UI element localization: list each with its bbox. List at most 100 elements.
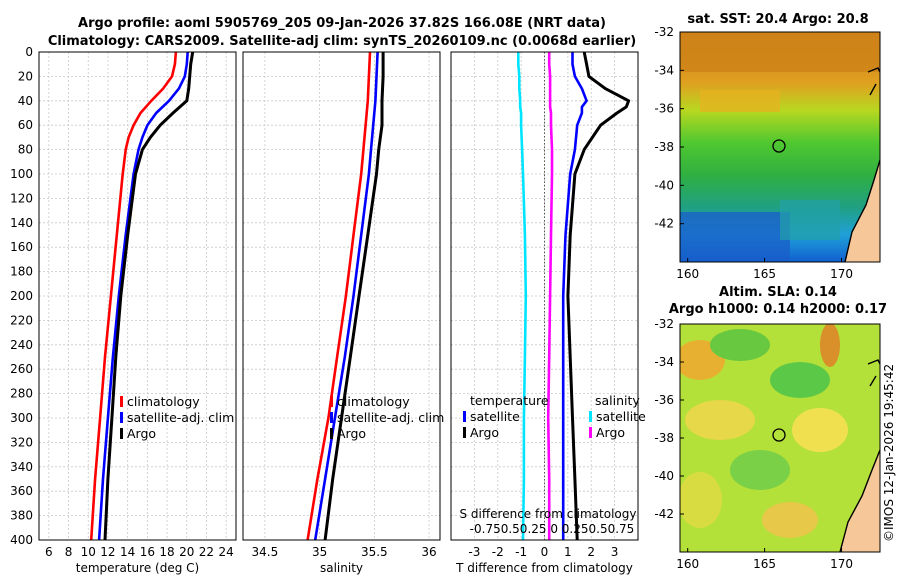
legend-swatch <box>330 428 333 439</box>
map-y-tick-label: -38 <box>654 140 674 154</box>
sst-map: sat. SST: 20.4 Argo: 20.8 160 165 170 -32 -3… <box>654 12 881 281</box>
legend-label: satellite <box>596 409 646 424</box>
sla-blob <box>730 450 790 490</box>
panel-frame <box>242 51 441 541</box>
x-tick-label: 0 <box>541 545 549 559</box>
legend-swatch <box>120 396 123 407</box>
map-y-tick-label: -32 <box>654 317 674 331</box>
map-x-tick-label: 165 <box>753 267 776 281</box>
legend-title-temperature: temperature <box>470 393 549 408</box>
y-tick-label: 140 <box>10 216 33 230</box>
map-y-tick-label: -36 <box>654 102 674 116</box>
sla-map-title: Altim. SLA: 0.14 <box>719 285 837 300</box>
map-y-tick-label: -40 <box>654 469 674 483</box>
sla-blob <box>685 400 755 440</box>
map-y-tick-label: -34 <box>654 355 674 369</box>
legend-swatch <box>463 411 466 422</box>
series-line-argo <box>323 52 385 541</box>
legend-label: satellite-adj. clim <box>127 410 234 425</box>
sla-map-subtitle: Argo h1000: 0.14 h2000: 0.17 <box>669 302 887 317</box>
title-line-1: Argo profile: aoml 5905769_205 09-Jan-20… <box>78 16 606 31</box>
y-tick-label: 340 <box>10 460 33 474</box>
series-line-argo <box>103 51 195 541</box>
y-tick-label: 20 <box>18 69 33 83</box>
secondary-axis-label: S difference from climatology <box>460 507 637 521</box>
map-y-tick-label: -40 <box>654 178 674 192</box>
series-line-climatology <box>306 51 372 541</box>
y-tick-label: 160 <box>10 240 33 254</box>
legend-swatch <box>330 412 333 423</box>
x-tick-label: -2 <box>492 545 504 559</box>
panel-frame <box>450 51 639 541</box>
y-tick-label: 360 <box>10 484 33 498</box>
series-line-temperature-argo <box>566 51 631 541</box>
y-tick-label: 200 <box>10 289 33 303</box>
series-line-salinity-argo <box>546 52 554 540</box>
y-tick-label: 40 <box>18 94 33 108</box>
x-tick-label: 34.5 <box>252 545 279 559</box>
map-x-tick-label: 160 <box>676 557 699 571</box>
y-tick-label: 120 <box>10 191 33 205</box>
series-line-salinity-satellite <box>516 52 528 541</box>
legend-swatch <box>330 396 333 407</box>
y-tick-label: 100 <box>10 167 33 181</box>
legend-label: satellite <box>470 409 520 424</box>
map-x-tick-label: 165 <box>753 557 776 571</box>
sla-argo-marker <box>772 428 786 442</box>
x-tick-label: 16 <box>140 545 155 559</box>
sst-land <box>845 160 880 262</box>
legend-label: satellite-adj. clim <box>337 410 444 425</box>
salinity-panel: 34.5 35 35.5 36 salinity climatologysatellite… <box>242 51 444 575</box>
legend-label: Argo <box>596 425 625 440</box>
y-tick-label: 380 <box>10 509 33 523</box>
map-y-tick-label: -34 <box>654 63 674 77</box>
x-axis-label: temperature (deg C) <box>76 561 199 575</box>
map-y-tick-label: -36 <box>654 393 674 407</box>
sst-cool-patch <box>680 212 790 262</box>
sla-blob <box>792 408 848 452</box>
sst-teal-patch <box>780 200 840 240</box>
y-tick-label: 260 <box>10 362 33 376</box>
y-tick-label: 60 <box>18 118 33 132</box>
y-tick-label: 0 <box>25 45 33 59</box>
y-tick-label: 400 <box>10 533 33 547</box>
x-tick-label: 12 <box>100 545 115 559</box>
legend-swatch <box>589 411 592 422</box>
secondary-axis-ticks: -0.750.50.25 0 0.250.50.75 <box>470 522 635 536</box>
legend-label: climatology <box>337 394 410 409</box>
series-line-climatology <box>89 51 178 541</box>
y-tick-label: 180 <box>10 265 33 279</box>
legend-label: Argo <box>127 426 156 441</box>
legend-label: Argo <box>470 425 499 440</box>
title-line-2: Climatology: CARS2009. Satellite-adj cli… <box>48 34 636 49</box>
x-tick-label: 14 <box>120 545 135 559</box>
x-tick-label: 20 <box>179 545 194 559</box>
y-tick-label: 280 <box>10 387 33 401</box>
sst-coastline <box>844 67 880 262</box>
x-axis-label: T difference from climatology <box>455 561 633 575</box>
legend-label: Argo <box>337 426 366 441</box>
x-tick-label: 36 <box>421 545 436 559</box>
map-y-tick-label: -32 <box>654 25 674 39</box>
x-tick-label: -1 <box>515 545 527 559</box>
x-tick-label: 22 <box>199 545 214 559</box>
sla-blob <box>710 329 770 361</box>
y-tick-label: 240 <box>10 338 33 352</box>
legend-label: climatology <box>127 394 200 409</box>
sst-map-title: sat. SST: 20.4 Argo: 20.8 <box>687 12 868 27</box>
x-tick-label: 8 <box>65 545 73 559</box>
map-y-tick-label: -38 <box>654 431 674 445</box>
x-axis-label: salinity <box>320 561 363 575</box>
legend-title-salinity: salinity <box>595 393 640 408</box>
legend-swatch <box>463 427 466 438</box>
map-y-tick-label: -42 <box>654 217 674 231</box>
temperature-panel: 0 20 40 60 80 100 120 140 160 180 200 220 240 260 280 3… <box>10 45 237 575</box>
map-x-tick-label: 170 <box>830 557 853 571</box>
sst-warm-patch <box>680 32 880 72</box>
series-line-temperature-satellite <box>561 52 588 540</box>
legend-swatch <box>120 428 123 439</box>
x-tick-label: 35 <box>312 545 327 559</box>
sla-map: Altim. SLA: 0.14 Argo h1000: 0.14 h2000:… <box>654 285 887 571</box>
series-line-satellite-adj-clim <box>313 51 379 541</box>
map-x-tick-label: 160 <box>676 267 699 281</box>
